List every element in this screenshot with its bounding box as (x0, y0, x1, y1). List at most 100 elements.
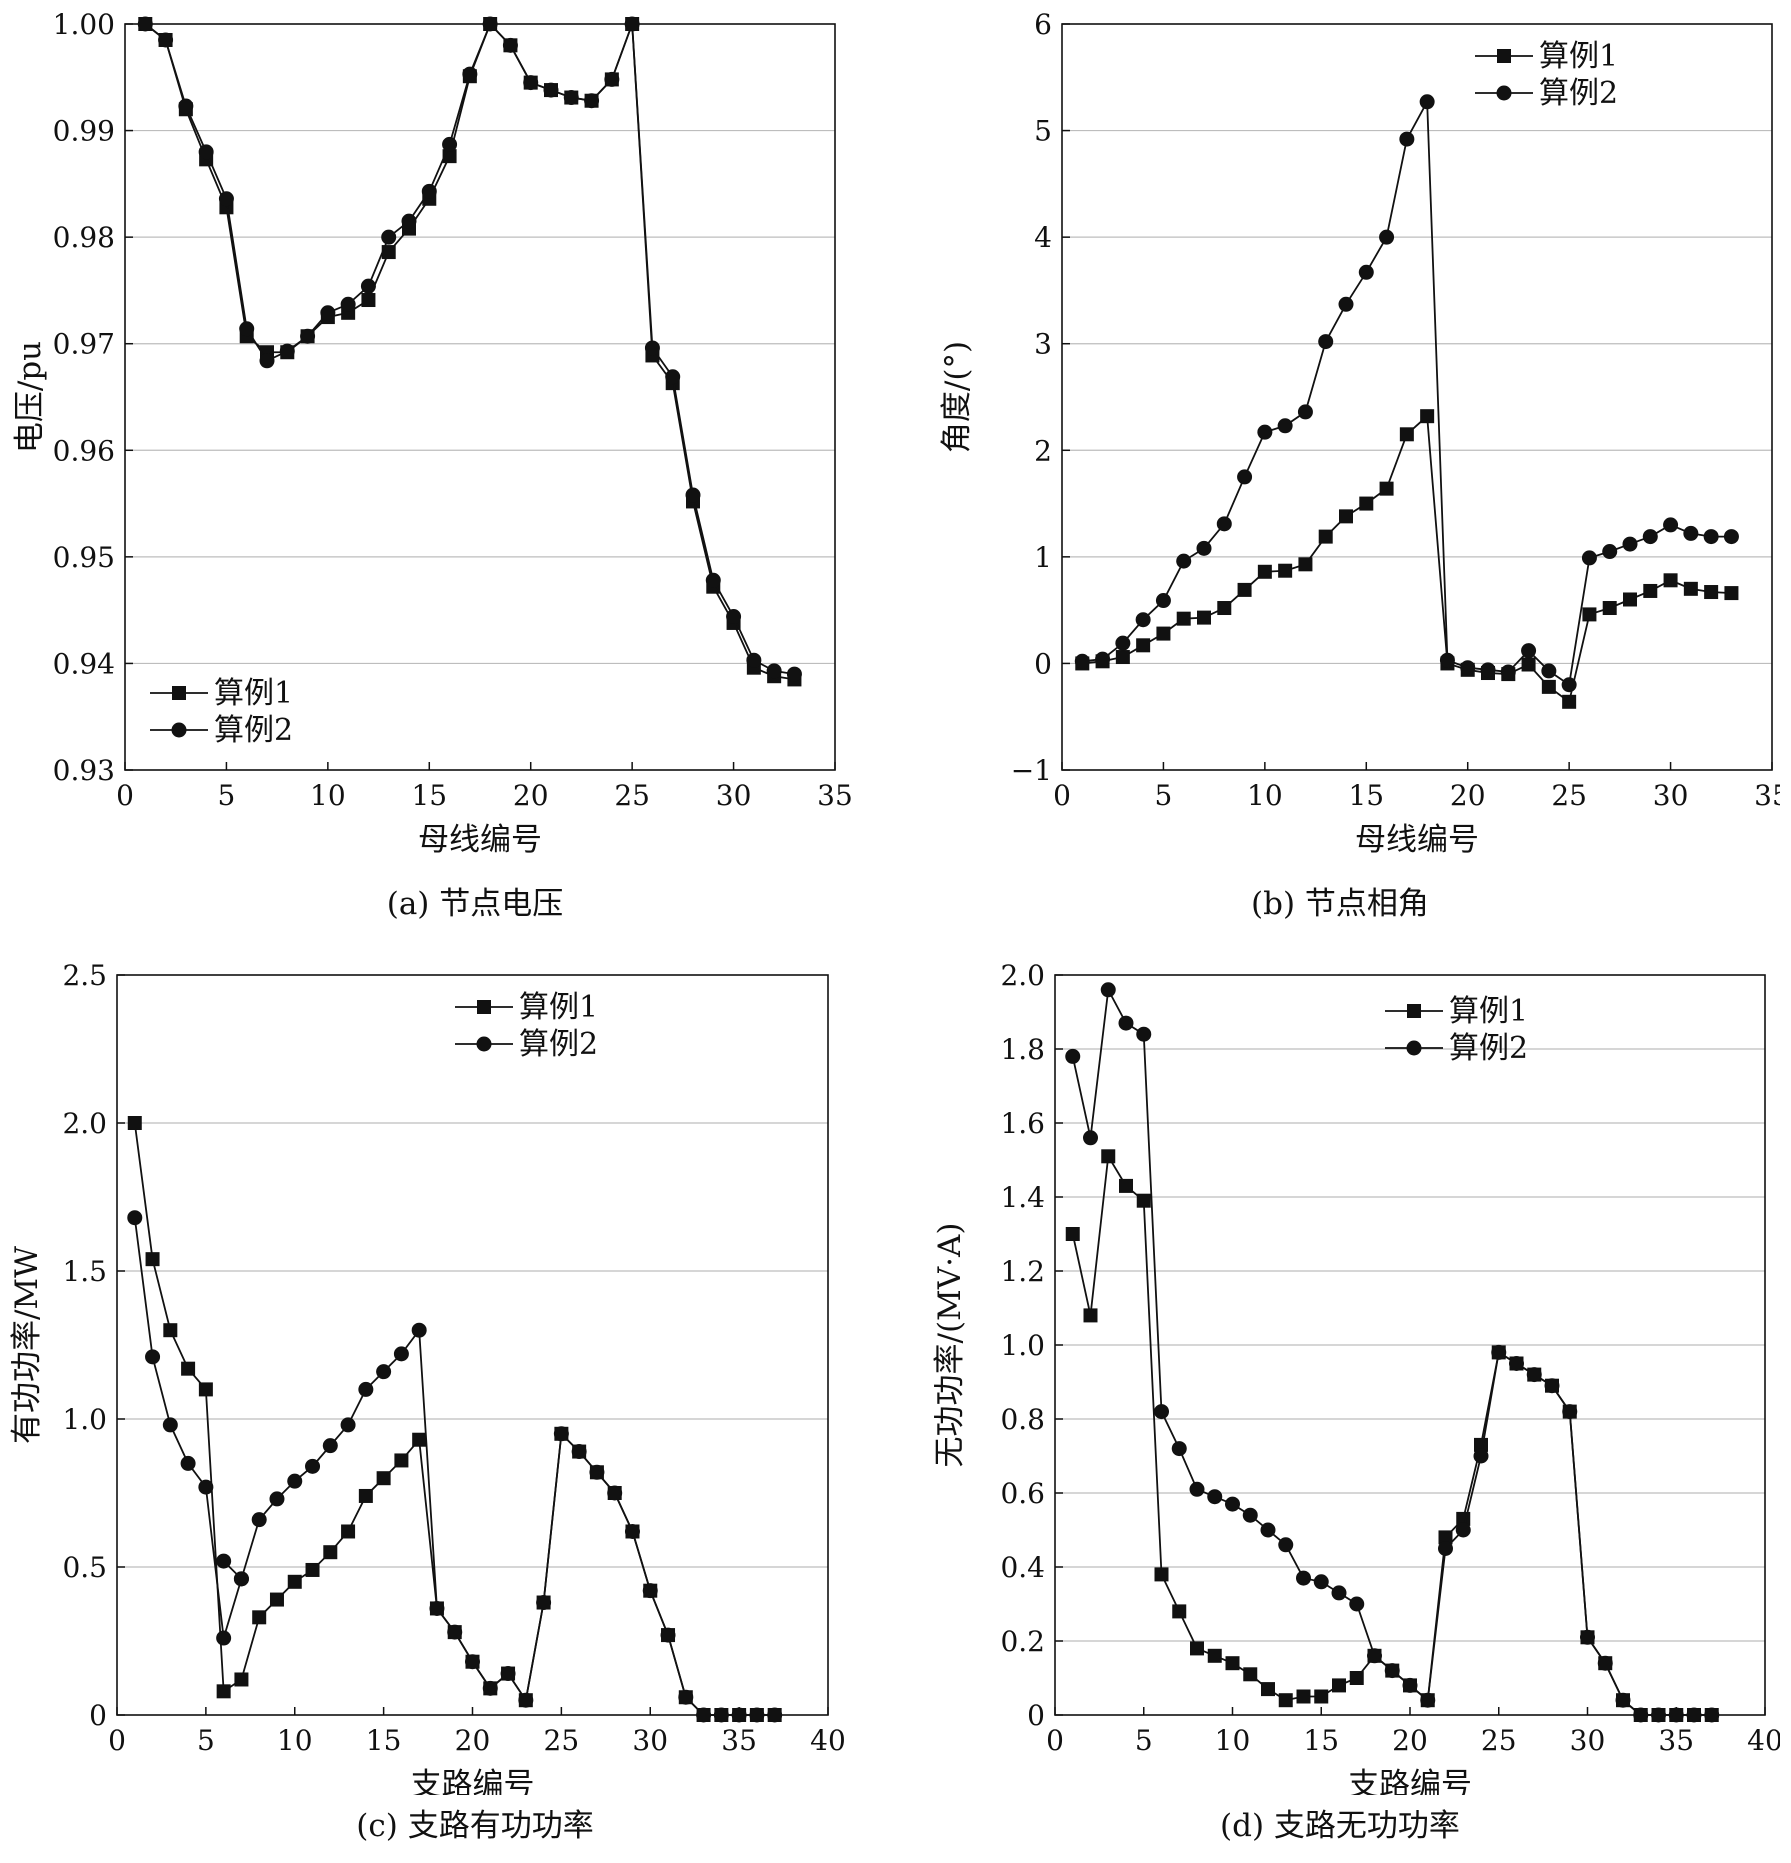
data-point (1643, 583, 1658, 598)
data-point (1420, 1692, 1436, 1708)
x-tick-label: 20 (455, 1724, 491, 1757)
data-point (1460, 660, 1476, 676)
x-tick-label: 35 (1658, 1724, 1694, 1757)
data-point (1438, 1541, 1453, 1556)
data-point (1541, 663, 1557, 679)
data-point (1704, 1707, 1720, 1723)
data-point (412, 1432, 427, 1447)
x-tick-label: 20 (1392, 1724, 1428, 1757)
data-point (1207, 1648, 1222, 1663)
x-tick-label: 35 (721, 1724, 757, 1757)
data-point (660, 1627, 676, 1643)
x-tick-label: 5 (1155, 779, 1173, 812)
x-tick-label: 30 (632, 1724, 668, 1757)
x-tick-label: 5 (218, 779, 236, 812)
data-point (1156, 626, 1171, 641)
x-tick-label: 10 (1247, 779, 1283, 812)
data-point (216, 1684, 231, 1699)
data-point (1367, 1648, 1382, 1664)
data-point (1154, 1567, 1169, 1582)
legend-marker (476, 1036, 492, 1052)
data-point (607, 1485, 623, 1501)
data-point (252, 1610, 267, 1625)
data-point (269, 1491, 285, 1507)
x-tick-label: 35 (817, 779, 853, 812)
data-point (584, 93, 600, 109)
data-point (145, 1252, 160, 1267)
data-point (1704, 585, 1719, 600)
data-point (1663, 573, 1678, 588)
data-point (1155, 593, 1171, 609)
data-point (1379, 229, 1395, 245)
x-tick-label: 30 (716, 779, 752, 812)
data-point (358, 1381, 374, 1397)
y-tick-label: 0 (1034, 647, 1052, 680)
legend-marker (1406, 1040, 1422, 1056)
legend-marker (1407, 1004, 1421, 1018)
data-point (323, 1545, 338, 1560)
data-point (1724, 586, 1739, 601)
data-point (1243, 1667, 1258, 1682)
data-point (1439, 652, 1455, 668)
data-point (766, 663, 782, 679)
data-point (1118, 1015, 1134, 1031)
data-point (1686, 1707, 1702, 1723)
data-point (1582, 607, 1597, 622)
x-tick-label: 5 (197, 1724, 215, 1757)
active-power-chart: 0 0.5 1.0 1.5 2.0 2.5 0 5 10 15 20 25 30 35 40 支路编号 有功功率… (9, 959, 846, 1803)
x-tick-label: 0 (1046, 1724, 1064, 1757)
data-point (589, 1464, 605, 1480)
data-point (1171, 1441, 1187, 1457)
data-point (767, 1707, 783, 1723)
data-point (198, 1479, 214, 1495)
data-point (1225, 1496, 1240, 1512)
data-point (1562, 1404, 1578, 1420)
plot-frame (116, 974, 829, 1716)
data-point (1172, 1604, 1187, 1619)
chart-panel-c: 0 0.5 1.0 1.5 2.0 2.5 0 5 10 15 20 25 30 35 40 支路编号 有功功率… (0, 945, 880, 1863)
data-point (1349, 1671, 1364, 1685)
legend-marker (1496, 85, 1512, 101)
data-point (1095, 651, 1111, 667)
data-point (158, 32, 174, 48)
y-tick-label: 4 (1034, 221, 1052, 254)
series-line (144, 22, 795, 675)
chart-panel-a: 0.93 0.94 0.95 0.96 0.97 0.98 0.99 1.00 0 5 10 15 20… (0, 0, 880, 930)
y-tick-label: 0.96 (53, 434, 115, 467)
data-point (1225, 1656, 1240, 1671)
data-point (1332, 1678, 1346, 1693)
data-point (279, 343, 295, 359)
data-point (1399, 427, 1414, 442)
x-tick-label: 25 (544, 1724, 580, 1757)
x-tick-label: 35 (1754, 779, 1780, 812)
data-point (239, 321, 255, 337)
x-axis-label: 支路编号 (411, 1767, 535, 1795)
x-tick-label: 20 (1450, 779, 1486, 812)
x-tick-label: 25 (1481, 1724, 1517, 1757)
data-point (180, 1455, 196, 1471)
data-point (1100, 982, 1116, 998)
y-tick-label: 0.97 (53, 328, 115, 361)
data-point (1298, 557, 1313, 572)
legend-marker (172, 686, 186, 700)
series-line (1071, 986, 1712, 1716)
data-point (1136, 1193, 1151, 1208)
data-point (1083, 1130, 1098, 1146)
data-point (624, 16, 640, 32)
data-point (1581, 550, 1597, 566)
data-point (500, 1666, 516, 1682)
data-point (1101, 1149, 1116, 1164)
data-point (381, 245, 396, 260)
data-point (642, 1583, 658, 1599)
data-point (1723, 529, 1739, 545)
data-point (1561, 677, 1577, 693)
data-point (1136, 638, 1151, 653)
data-point (1683, 525, 1699, 541)
data-point (1419, 94, 1435, 110)
x-tick-label: 15 (1303, 1724, 1339, 1757)
data-point (163, 1323, 178, 1338)
